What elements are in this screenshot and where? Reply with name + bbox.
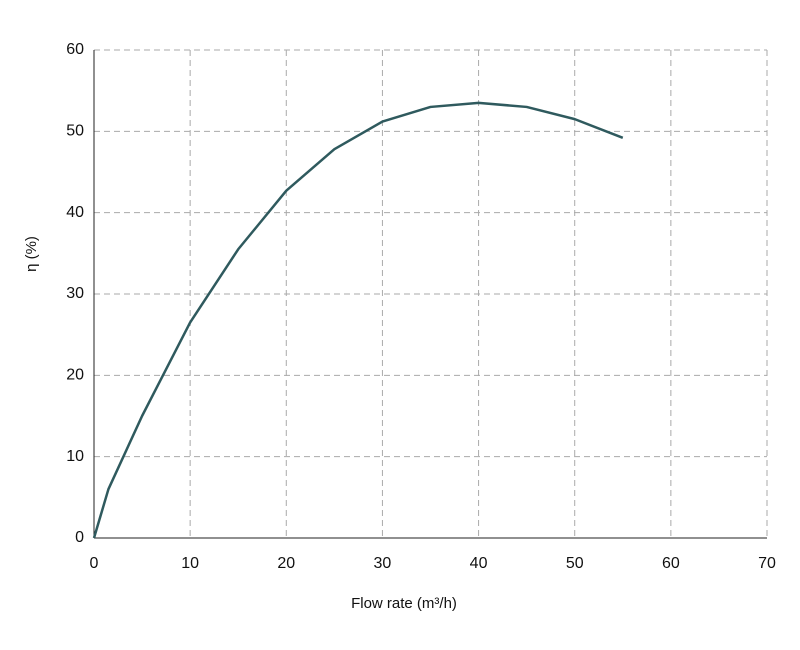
y-tick-label: 40	[66, 204, 84, 221]
x-axis-label: Flow rate (m³/h)	[351, 595, 457, 612]
x-tick-label: 30	[374, 555, 392, 572]
x-tick-label: 60	[662, 555, 680, 572]
y-tick-label: 0	[75, 529, 84, 546]
line-series	[92, 101, 624, 539]
y-axis-label: η (%)	[23, 236, 40, 272]
x-tick-label: 10	[181, 555, 199, 572]
x-tick-label: 70	[758, 555, 776, 572]
y-tick-label: 10	[66, 448, 84, 465]
y-tick-label: 50	[66, 123, 84, 140]
x-tick-label: 40	[470, 555, 488, 572]
y-tick-label: 20	[66, 367, 84, 384]
y-tick-label: 60	[66, 41, 84, 58]
y-tick-label: 30	[66, 285, 84, 302]
x-tick-label: 50	[566, 555, 584, 572]
x-tick-label: 20	[277, 555, 295, 572]
x-tick-label: 0	[90, 555, 99, 572]
